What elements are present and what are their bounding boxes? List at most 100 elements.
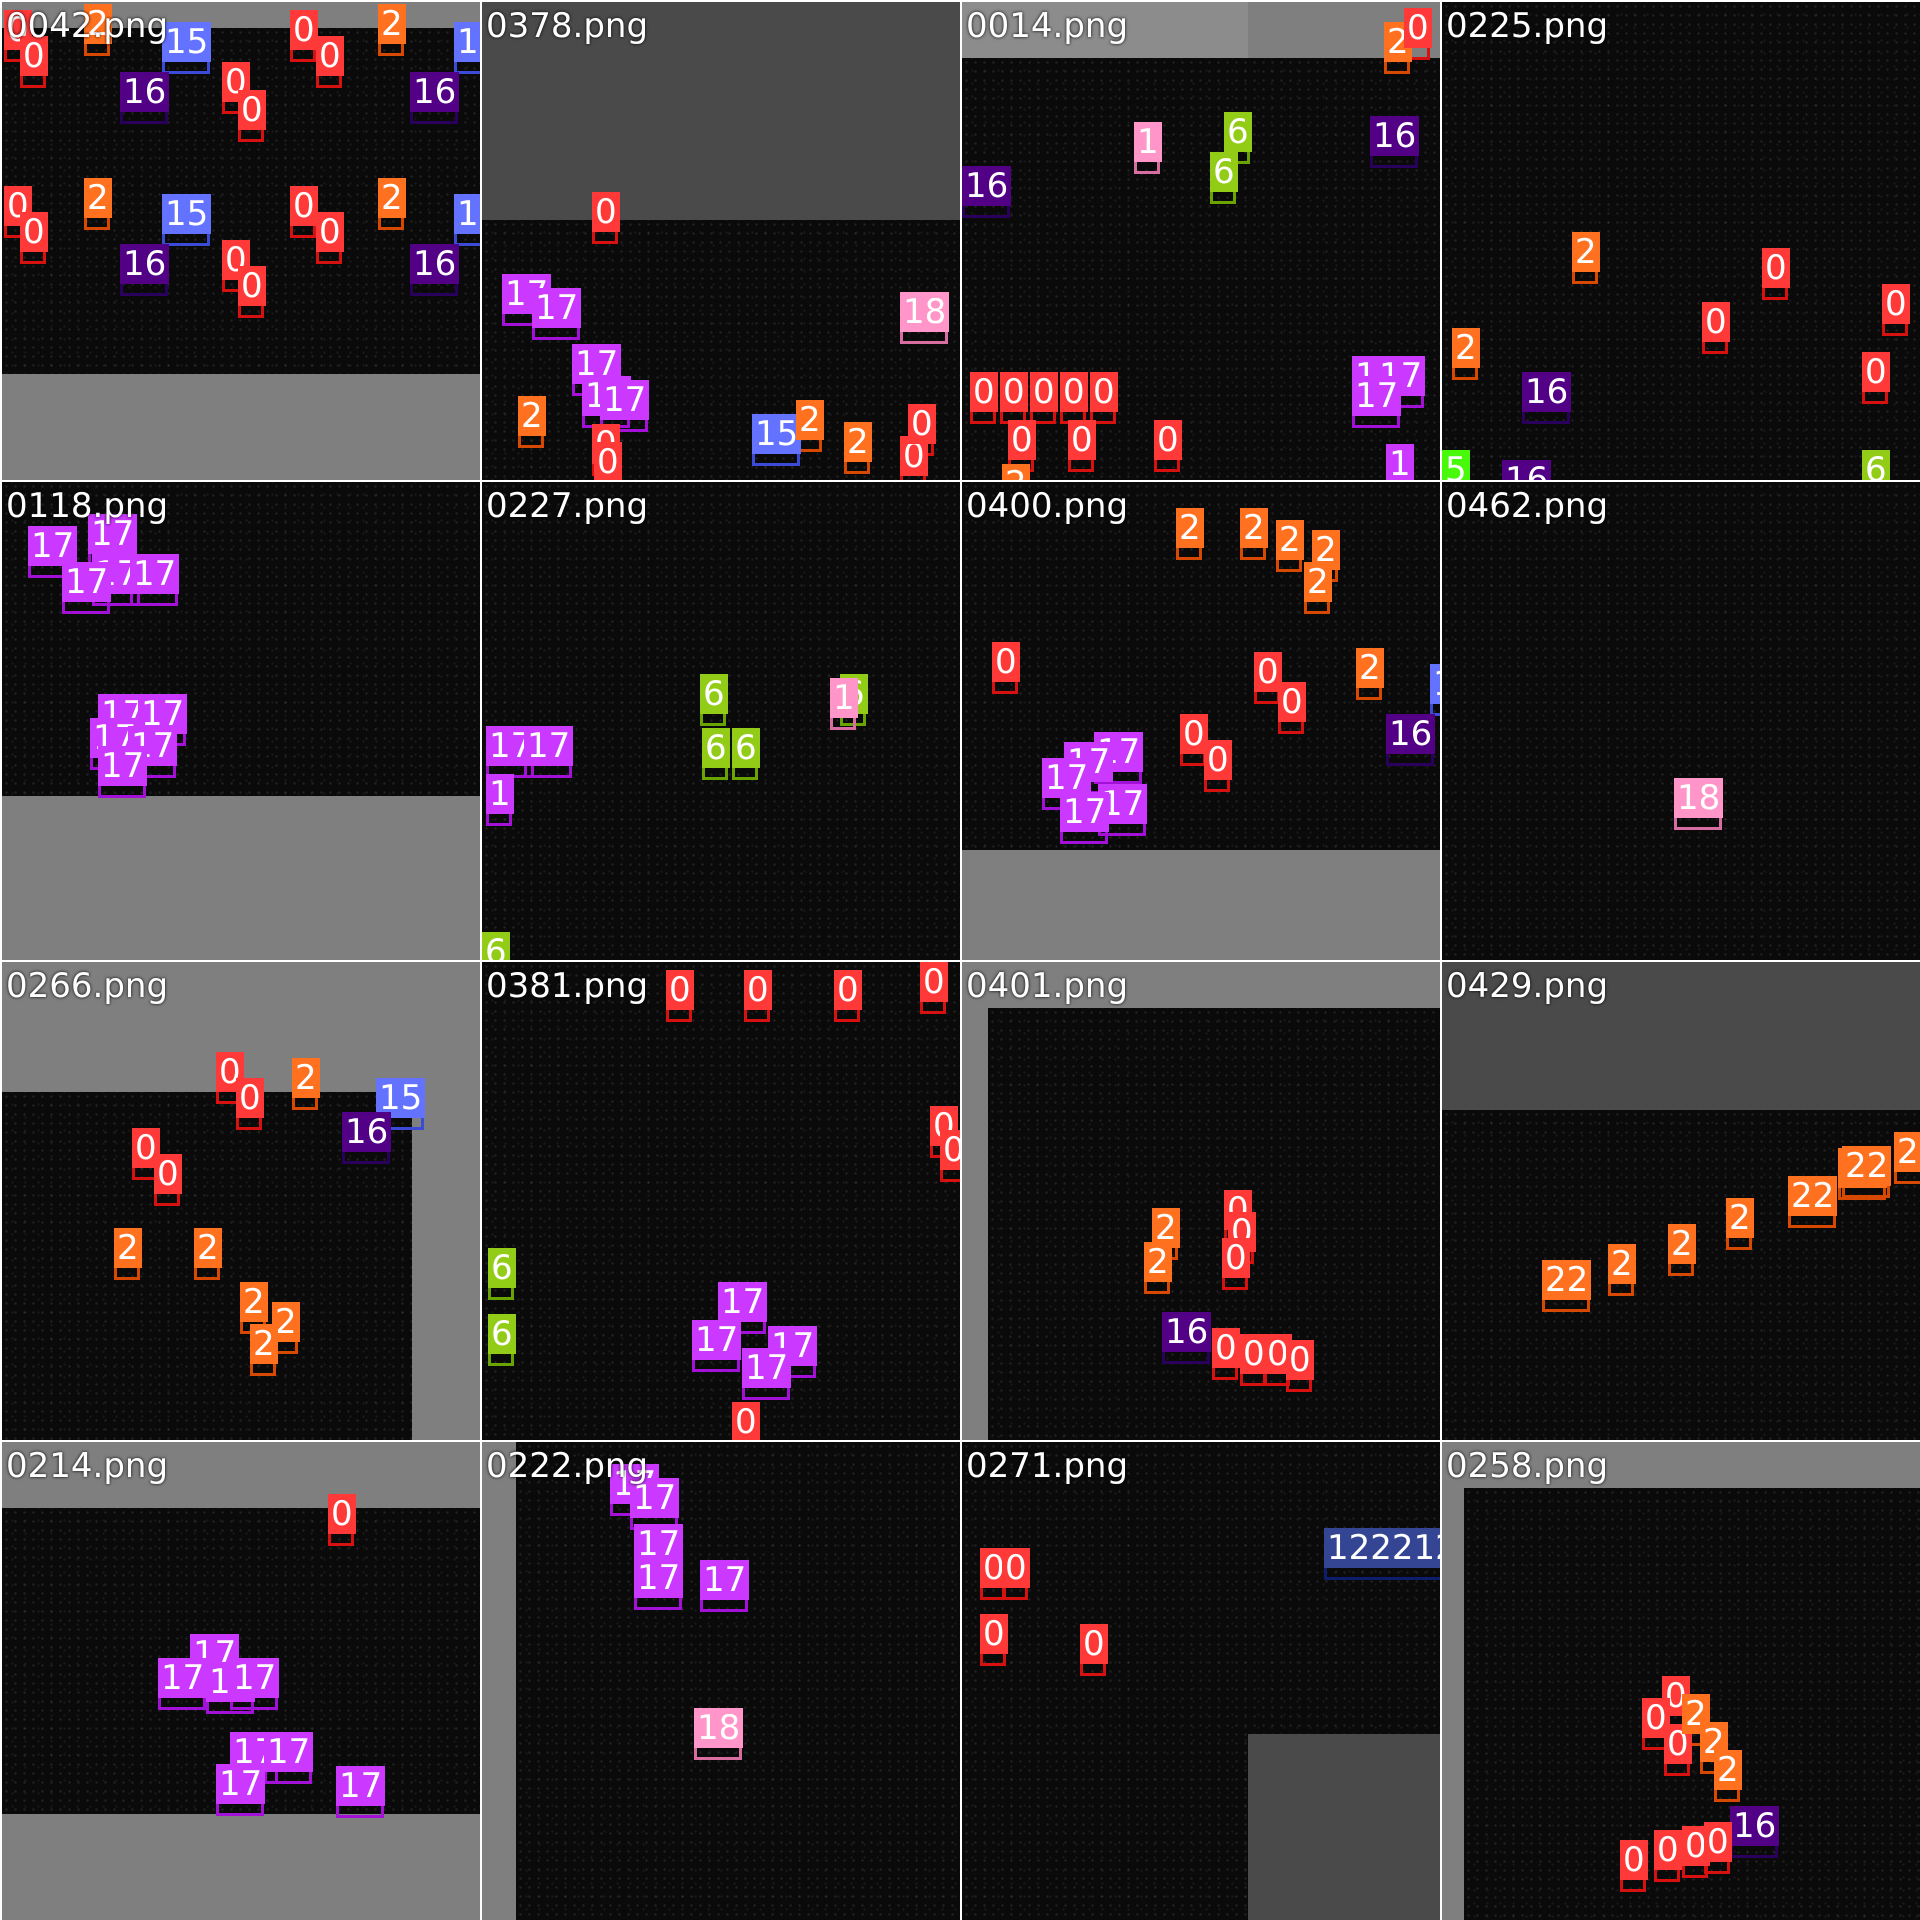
detection-class-label: 17 xyxy=(634,1558,684,1598)
detection-class-label: 17 xyxy=(630,1478,680,1518)
detection-class-label: 2 xyxy=(114,1228,142,1268)
detection-class-label: 2 xyxy=(240,1282,268,1322)
detection-class-label: 22 xyxy=(1788,1176,1838,1216)
detection-class-label: 17 xyxy=(1352,376,1402,416)
detection-class-label: 0 xyxy=(236,1078,264,1118)
detection-class-label: 0 xyxy=(316,36,344,76)
mosaic-tile: 0266.png 0 0 0 0 2 15 16 2 2 2 2 2 xyxy=(2,962,480,1440)
detection-class-label: 18 xyxy=(900,292,950,332)
detection-class-label: 0 xyxy=(238,90,266,130)
detection-class-label: 0 xyxy=(20,212,48,252)
detection-class-label: 0 xyxy=(290,186,318,226)
detection-class-label: 17 xyxy=(216,1764,266,1804)
tile-filename: 0401.png xyxy=(966,966,1129,1006)
detection-class-label: 6 xyxy=(1210,152,1238,192)
detection-class-label: 0 xyxy=(940,1130,960,1170)
detection-class-label: 0 xyxy=(1882,284,1910,324)
detection-class-label: 0 xyxy=(1080,1624,1108,1664)
detection-class-label: 16 xyxy=(120,244,170,284)
detection-class-label: 2 xyxy=(796,400,824,440)
detection-class-label: 22 xyxy=(1542,1260,1592,1300)
detection-class-label: 2 xyxy=(1002,464,1030,480)
mosaic-tile: 0400.png2222200021516001717171717 xyxy=(962,482,1440,960)
detection-class-label: 0 xyxy=(900,436,928,476)
detection-class-label: 16 xyxy=(342,1112,392,1152)
tile-filename: 0381.png xyxy=(486,966,649,1006)
detection-class-label: 0 xyxy=(1240,1334,1268,1374)
detection-class-label: 2 xyxy=(1144,1242,1172,1282)
detection-class-label: 17 xyxy=(524,726,574,766)
detection-class-label: 17 xyxy=(742,1348,792,1388)
detection-class-label: 2 xyxy=(194,1228,222,1268)
tile-image-area xyxy=(1442,2,1920,480)
tile-filename: 0258.png xyxy=(1446,1446,1609,1486)
detection-class-label: 12221222 xyxy=(1324,1528,1440,1568)
detection-class-label: 6 xyxy=(732,728,760,768)
mosaic-tile: 0429.png2222222222222 xyxy=(1442,962,1920,1440)
detection-class-label: 0 xyxy=(216,1052,244,1092)
tile-filename: 0378.png xyxy=(486,6,649,46)
detection-class-label: 6 xyxy=(482,932,510,960)
detection-class-label: 0 xyxy=(1000,372,1028,412)
detection-class-label: 0 xyxy=(992,642,1020,682)
detection-class-label: 17 xyxy=(1042,758,1092,798)
detection-class-label: 15 xyxy=(454,22,480,62)
detection-class-label: 17 xyxy=(98,746,148,786)
detection-class-label: 0 xyxy=(1642,1698,1670,1738)
tile-image-area xyxy=(482,962,960,1440)
detection-class-label: 0 xyxy=(1286,1340,1314,1380)
mosaic-tile: 0014.png1661620160000000017171721 xyxy=(962,2,1440,480)
detection-class-label: 0 xyxy=(1090,372,1118,412)
detection-class-label: 17 xyxy=(700,1560,750,1600)
detection-class-label: 0 xyxy=(1060,372,1088,412)
tile-image-area xyxy=(482,2,960,220)
tile-filename: 0400.png xyxy=(966,486,1129,526)
detection-class-label: 15 xyxy=(162,194,212,234)
detection-class-label: 17 xyxy=(230,1658,280,1698)
detection-class-label: 17 xyxy=(264,1732,314,1772)
detection-class-label: 0 xyxy=(1620,1840,1648,1880)
detection-class-label: 1 xyxy=(486,774,514,814)
detection-class-label: 17 xyxy=(692,1320,742,1360)
detection-class-label: 1 xyxy=(830,678,858,718)
detection-class-label: 18 xyxy=(694,1708,744,1748)
detection-class-label: 0 xyxy=(594,442,622,480)
detection-class-label: 2 xyxy=(844,422,872,462)
detection-class-label: 2 xyxy=(1714,1750,1742,1790)
detection-class-label: 5 xyxy=(1442,450,1470,480)
detection-class-label: 17 xyxy=(718,1282,768,1322)
mosaic-tile: 0271.png122212220000 xyxy=(962,1442,1440,1920)
detection-class-label: 17 xyxy=(600,380,650,420)
detection-class-label: 2 xyxy=(1176,508,1204,548)
detection-class-label: 17 xyxy=(532,288,582,328)
tile-filename: 0227.png xyxy=(486,486,649,526)
detection-class-label: 17 xyxy=(28,526,78,566)
detection-class-label: 2 xyxy=(1726,1198,1754,1238)
detection-class-label: 0 xyxy=(328,1494,356,1534)
detection-class-label: 2 xyxy=(1152,1208,1180,1248)
detection-class-label: 2 xyxy=(250,1324,278,1364)
detection-class-label: 0 xyxy=(908,404,936,444)
detection-class-label: 2 xyxy=(1608,1244,1636,1284)
detection-class-label: 15 xyxy=(752,414,802,454)
tile-image-area xyxy=(2,482,480,796)
detection-class-label: 0 xyxy=(1008,420,1036,460)
detection-class-label: 2 xyxy=(1276,520,1304,560)
detection-class-label: 2 xyxy=(292,1058,320,1098)
detection-class-label: 6 xyxy=(1862,450,1890,480)
detection-class-label: 0 xyxy=(1068,420,1096,460)
detection-class-label: 17 xyxy=(634,1524,684,1564)
detection-class-label: 15 xyxy=(454,194,480,234)
detection-class-label: 0 xyxy=(1404,8,1432,48)
detection-class-label: 2 xyxy=(1240,508,1268,548)
detection-class-label: 0 xyxy=(154,1154,182,1194)
detection-class-label: 2 xyxy=(378,178,406,218)
detection-class-label: 6 xyxy=(488,1248,516,1288)
detection-class-label: 2 xyxy=(1572,232,1600,272)
detection-class-label: 16 xyxy=(410,72,460,112)
mosaic-tile: 0258.png 0 0 0 2 2 2 16 0 0 0 0 xyxy=(1442,1442,1920,1920)
detection-class-label: 16 xyxy=(1502,460,1552,480)
detection-class-label: 1 xyxy=(1134,122,1162,162)
detection-class-label: 17 xyxy=(130,554,180,594)
detection-class-label: 0 xyxy=(20,36,48,76)
